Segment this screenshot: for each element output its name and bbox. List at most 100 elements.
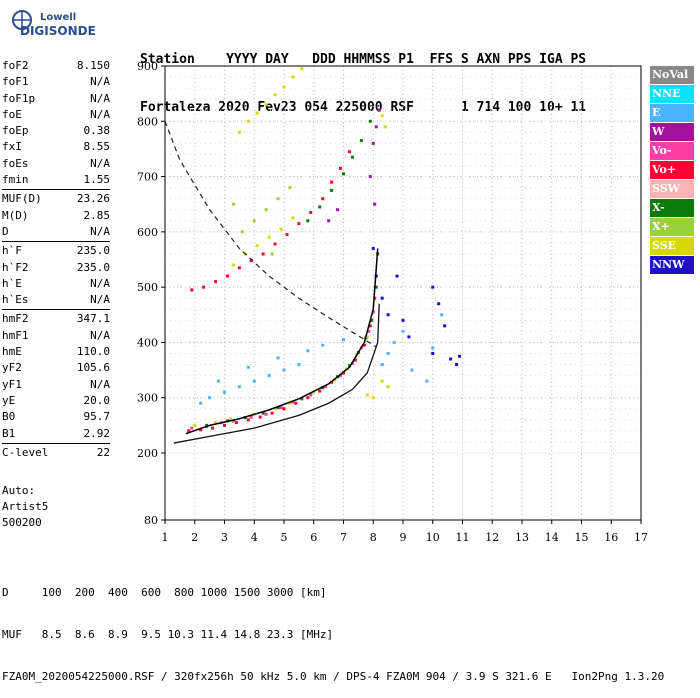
- data-point: [282, 368, 286, 372]
- param-value: 23.26: [76, 192, 110, 206]
- param-name: yF1: [2, 377, 22, 391]
- param-name: M(D): [2, 208, 29, 222]
- data-point: [410, 368, 414, 372]
- data-point: [276, 356, 280, 360]
- data-point: [309, 393, 313, 397]
- legend-item: NNE: [650, 85, 694, 103]
- x-tick-label: 2: [191, 531, 198, 544]
- legend-item: W: [650, 123, 694, 141]
- data-point: [252, 219, 256, 223]
- data-point: [367, 329, 371, 333]
- data-point: [380, 296, 384, 300]
- x-tick-label: 6: [310, 531, 317, 544]
- legend: NoVal NNE E W Vo- Vo+ SSW X- X+ SSE NNW: [650, 66, 694, 275]
- data-point: [282, 407, 286, 411]
- ionogram-trace: [185, 248, 379, 435]
- auto-scaling-info: Auto: Artist5 500200: [2, 483, 48, 531]
- data-point: [318, 389, 322, 393]
- data-point: [264, 412, 268, 416]
- data-point: [371, 141, 375, 145]
- data-point: [237, 266, 241, 270]
- param-value: N/A: [90, 91, 110, 105]
- data-point: [285, 233, 289, 237]
- data-point: [437, 302, 441, 306]
- data-point: [395, 274, 399, 278]
- data-point: [282, 85, 286, 89]
- data-point: [353, 358, 357, 362]
- y-tick-label: 500: [137, 281, 158, 294]
- data-point: [431, 346, 435, 350]
- param-row: h`F2 235.0: [2, 260, 110, 276]
- param-value: N/A: [90, 293, 110, 307]
- param-separator: [2, 189, 110, 191]
- data-point: [270, 411, 274, 415]
- param-separator: [2, 309, 110, 311]
- legend-item: NNW: [650, 256, 694, 274]
- data-point: [339, 374, 343, 378]
- legend-item: NoVal: [650, 66, 694, 84]
- data-point: [401, 318, 405, 322]
- data-point: [276, 197, 280, 201]
- data-point: [255, 111, 259, 115]
- footer: D 100 200 400 600 800 1000 1500 3000 [km…: [2, 558, 664, 698]
- data-point: [297, 222, 301, 226]
- x-tick-label: 14: [545, 531, 559, 544]
- data-point: [246, 119, 250, 123]
- param-row: fxI 8.55: [2, 139, 110, 155]
- station-header: Station YYYY DAY DDD HHMMSS P1 FFS S AXN…: [140, 20, 586, 132]
- param-name: MUF(D): [2, 192, 42, 206]
- x-tick-label: 8: [370, 531, 377, 544]
- data-point: [264, 103, 268, 107]
- data-point: [234, 421, 238, 425]
- param-name: B0: [2, 410, 16, 424]
- footer-distance-row: D 100 200 400 600 800 1000 1500 3000 [km…: [2, 586, 327, 599]
- data-point: [321, 197, 325, 201]
- param-value: 20.0: [83, 393, 111, 407]
- data-point: [342, 172, 345, 176]
- data-point: [306, 396, 310, 400]
- param-row: foE N/A: [2, 107, 110, 123]
- param-row: yF1 N/A: [2, 377, 110, 393]
- auto-label: Auto:: [2, 484, 36, 497]
- data-point: [386, 313, 390, 317]
- y-tick-label: 800: [137, 115, 158, 128]
- x-tick-label: 9: [400, 531, 407, 544]
- footer-muf-row: MUF 8.5 8.6 8.9 9.5 10.3 11.4 14.8 23.3 …: [2, 628, 334, 641]
- data-point: [291, 75, 295, 79]
- data-point: [449, 357, 453, 361]
- y-tick-label: 200: [137, 447, 158, 460]
- data-point: [347, 364, 351, 368]
- data-point: [255, 244, 259, 248]
- data-point: [237, 385, 241, 389]
- param-value: 347.1: [76, 312, 110, 326]
- data-point: [231, 202, 235, 206]
- data-point: [443, 324, 447, 328]
- param-row: M(D) 2.85: [2, 208, 110, 224]
- data-point: [300, 67, 304, 71]
- data-point: [225, 274, 229, 278]
- param-name: h`Es: [2, 293, 29, 307]
- data-point: [321, 386, 325, 390]
- data-point: [425, 379, 429, 383]
- data-point: [365, 393, 369, 397]
- legend-item: E: [650, 104, 694, 122]
- data-point: [373, 202, 377, 206]
- data-point: [431, 285, 435, 289]
- param-name: yF2: [2, 361, 22, 375]
- data-point: [190, 288, 194, 292]
- param-value: N/A: [90, 276, 110, 290]
- data-point: [223, 390, 226, 394]
- data-point: [336, 208, 340, 212]
- param-name: foF1: [2, 75, 29, 89]
- data-point: [368, 324, 372, 328]
- data-point: [279, 227, 283, 231]
- y-tick-label: 300: [137, 392, 158, 405]
- y-tick-label: 900: [137, 60, 158, 73]
- x-tick-label: 12: [485, 531, 499, 544]
- data-point: [249, 415, 253, 419]
- data-point: [383, 125, 387, 129]
- muf-curve: [164, 121, 377, 348]
- data-point: [324, 385, 328, 389]
- data-point: [380, 379, 384, 383]
- legend-item: Vo+: [650, 161, 694, 179]
